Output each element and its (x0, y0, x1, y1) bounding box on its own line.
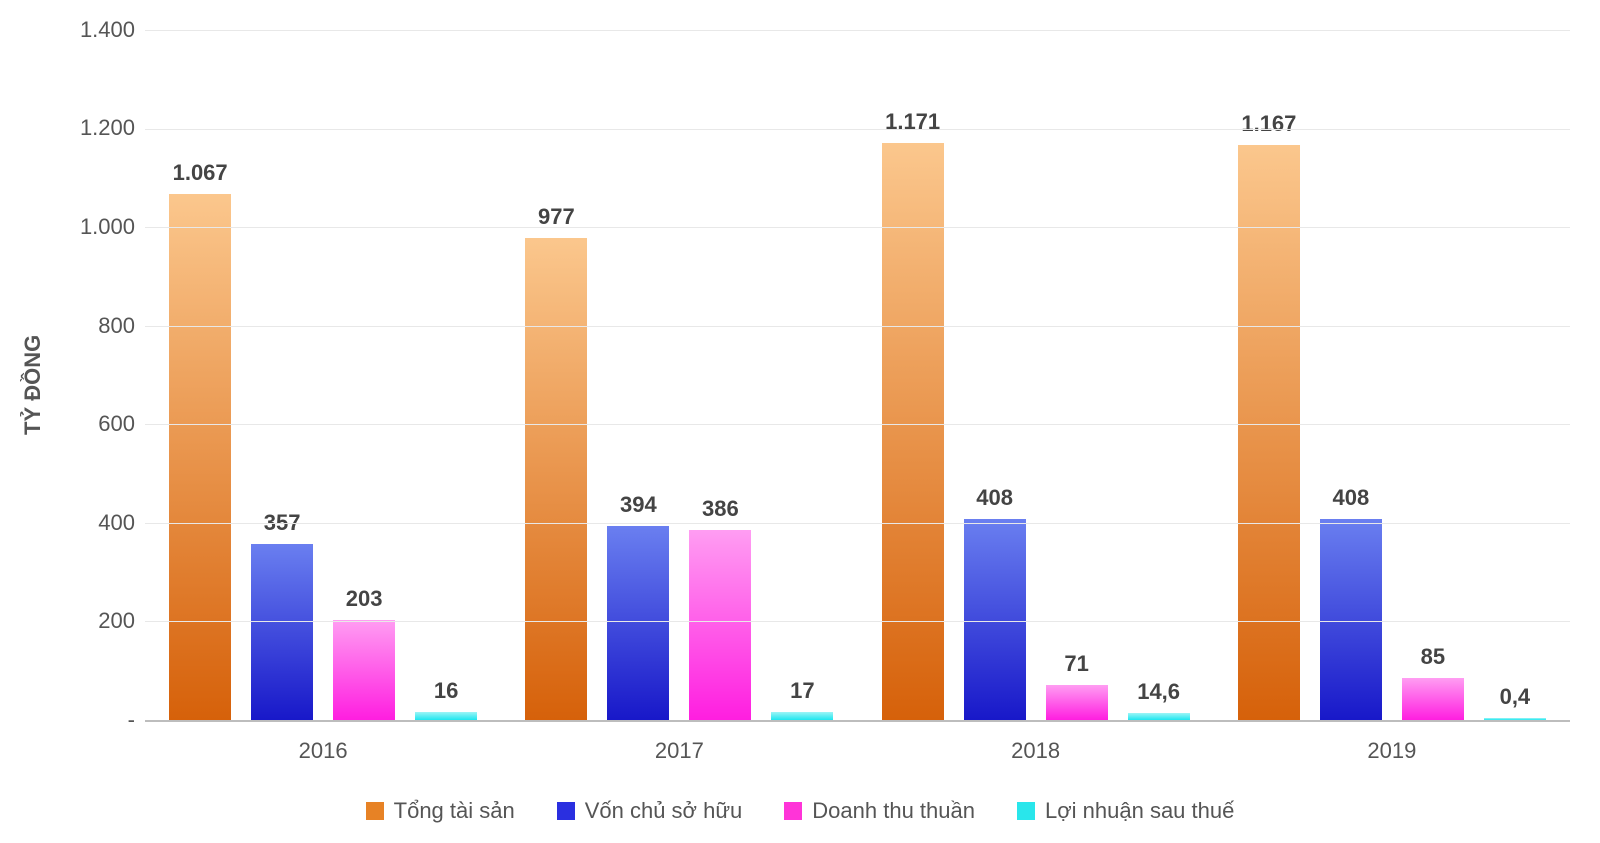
x-axis-line (145, 720, 1570, 722)
x-category-label: 2016 (145, 738, 501, 764)
gridline (145, 424, 1570, 425)
y-tick-label: 1.200 (45, 115, 135, 141)
bar-value-label: 17 (751, 678, 853, 704)
legend-item: Vốn chủ sở hữu (557, 798, 743, 824)
y-tick-label: 800 (45, 313, 135, 339)
bar (771, 712, 833, 720)
legend-item: Lợi nhuận sau thuế (1017, 798, 1234, 824)
gridline (145, 129, 1570, 130)
bar-value-label: 408 (944, 485, 1046, 511)
bar-value-label: 386 (669, 496, 771, 522)
bar-value-label: 408 (1300, 485, 1402, 511)
legend-label: Vốn chủ sở hữu (585, 798, 743, 824)
bar-value-label: 0,4 (1464, 684, 1566, 710)
bar (415, 712, 477, 720)
x-category-label: 2018 (858, 738, 1214, 764)
bar-value-label: 203 (313, 586, 415, 612)
y-tick-label: 1.000 (45, 214, 135, 240)
y-tick-label: 600 (45, 411, 135, 437)
financial-bar-chart: 1.06735720316977394386171.1714087114,61.… (0, 0, 1600, 843)
y-tick-label: - (45, 707, 135, 733)
bar (1238, 145, 1300, 720)
bar (882, 143, 944, 720)
bar (525, 238, 587, 720)
x-category-label: 2017 (501, 738, 857, 764)
bar (169, 194, 231, 720)
bar-value-label: 71 (1026, 651, 1128, 677)
legend-label: Lợi nhuận sau thuế (1045, 798, 1234, 824)
bar (689, 530, 751, 720)
gridline (145, 30, 1570, 31)
bar-value-label: 1.167 (1218, 111, 1320, 137)
bar (607, 526, 669, 720)
bar (1128, 713, 1190, 720)
bar (1402, 678, 1464, 720)
bar-value-label: 85 (1382, 644, 1484, 670)
bar-value-label: 1.067 (149, 160, 251, 186)
y-tick-label: 200 (45, 608, 135, 634)
y-tick-label: 1.400 (45, 17, 135, 43)
legend-swatch (784, 802, 802, 820)
bar (1320, 519, 1382, 720)
legend-swatch (366, 802, 384, 820)
gridline (145, 523, 1570, 524)
legend-label: Tổng tài sản (394, 798, 515, 824)
legend-swatch (1017, 802, 1035, 820)
gridline (145, 621, 1570, 622)
bar (333, 620, 395, 720)
legend: Tổng tài sản Vốn chủ sở hữu Doanh thu thuầ… (0, 798, 1600, 824)
gridline (145, 326, 1570, 327)
y-axis-title: TỶ ĐỒNG (20, 335, 46, 435)
x-category-label: 2019 (1214, 738, 1570, 764)
y-tick-label: 400 (45, 510, 135, 536)
gridline (145, 227, 1570, 228)
legend-item: Doanh thu thuần (784, 798, 975, 824)
bar-value-label: 14,6 (1108, 679, 1210, 705)
bar (251, 544, 313, 720)
bar-value-label: 1.171 (862, 109, 964, 135)
bar (964, 519, 1026, 720)
bar (1046, 685, 1108, 720)
legend-item: Tổng tài sản (366, 798, 515, 824)
bar-value-label: 16 (395, 678, 497, 704)
legend-swatch (557, 802, 575, 820)
legend-label: Doanh thu thuần (812, 798, 975, 824)
